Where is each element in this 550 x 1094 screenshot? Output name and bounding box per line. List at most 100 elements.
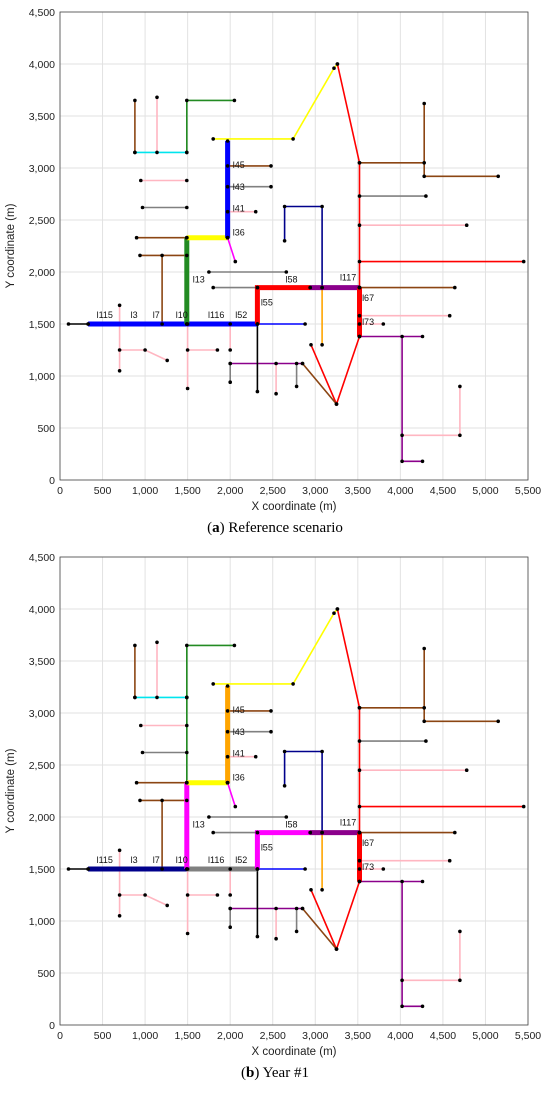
segment-label: l3 <box>131 855 138 865</box>
node-point <box>269 729 273 734</box>
node-point <box>228 322 232 326</box>
line-segment <box>213 63 339 140</box>
node-point <box>133 643 137 648</box>
node-point <box>308 830 313 835</box>
node-point <box>165 903 169 908</box>
node-point <box>294 906 299 911</box>
node-point <box>291 682 295 686</box>
node-point <box>400 334 404 339</box>
node-point <box>357 830 362 835</box>
node-point <box>496 174 501 179</box>
y-tick-label: 4,500 <box>29 7 55 19</box>
node-point <box>357 804 362 809</box>
node-point <box>211 830 215 835</box>
y-tick-label: 3,000 <box>29 163 55 175</box>
node-point <box>294 384 299 389</box>
node-point <box>291 137 295 141</box>
x-tick-label: 3,000 <box>302 485 328 497</box>
node-point <box>420 459 425 464</box>
nodes <box>66 62 526 464</box>
line-segment <box>213 608 339 685</box>
x-tick-label: 1,500 <box>174 485 200 497</box>
segment-label: l41 <box>233 749 245 759</box>
node-point <box>309 343 313 347</box>
node-point <box>155 640 159 645</box>
node-point <box>400 433 404 438</box>
node-point <box>185 643 189 648</box>
node-point <box>400 879 404 884</box>
node-point <box>185 348 190 352</box>
node-point <box>140 750 145 755</box>
node-point <box>185 178 189 183</box>
segment-label: l73 <box>362 862 374 872</box>
node-point <box>160 798 164 803</box>
node-point <box>357 867 362 871</box>
node-point <box>357 161 362 165</box>
line-segment <box>226 237 237 262</box>
chart-panel-a: 0 500 1,000 1,500 2,000 2,500 3,000 3,500 4,000 4… <box>0 0 550 540</box>
node-point <box>357 858 362 863</box>
segment-label: l73 <box>362 317 374 327</box>
node-point <box>185 723 189 728</box>
node-point <box>228 906 232 911</box>
node-point <box>143 348 147 352</box>
node-point <box>134 780 139 785</box>
segment-label: l45 <box>233 705 245 715</box>
node-point <box>400 1004 404 1009</box>
segment-label: l13 <box>193 819 205 829</box>
node-point <box>225 780 230 785</box>
node-point <box>320 285 324 290</box>
node-point <box>255 285 260 290</box>
x-tick-label: 3,000 <box>302 1030 328 1042</box>
caption-a: (a) Reference scenario <box>207 520 343 536</box>
y-tick-label: 2,500 <box>29 215 55 227</box>
node-point <box>420 334 425 339</box>
node-point <box>253 209 258 214</box>
node-point <box>422 719 427 724</box>
node-point <box>334 947 339 951</box>
node-point <box>228 925 232 929</box>
node-point <box>228 361 232 366</box>
node-point <box>117 369 122 373</box>
y-tick-label: 1,500 <box>29 864 55 876</box>
node-point <box>117 848 122 853</box>
node-point <box>233 804 238 809</box>
caption-b: (b) Year #1 <box>241 1065 309 1081</box>
node-point <box>332 66 336 70</box>
y-tick-label: 0 <box>49 1020 55 1032</box>
node-point <box>381 867 386 871</box>
node-point <box>282 204 287 209</box>
x-tick-label: 4,500 <box>430 1030 456 1042</box>
node-point <box>320 343 324 347</box>
x-axis-label: X coordinate (m) <box>251 1046 336 1058</box>
segment-label: l7 <box>153 855 160 865</box>
segment-label: l117 <box>340 272 356 282</box>
node-point <box>422 646 427 651</box>
node-point <box>228 893 232 897</box>
segment-label: l116 <box>208 855 224 865</box>
node-point <box>274 936 278 941</box>
node-point <box>284 815 289 819</box>
node-point <box>357 285 362 290</box>
node-point <box>160 867 164 871</box>
y-tick-label: 1,500 <box>29 319 55 331</box>
node-point <box>269 184 273 189</box>
x-tick-label: 0 <box>57 485 63 497</box>
node-point <box>133 150 137 155</box>
node-point <box>255 867 260 871</box>
node-point <box>138 253 142 258</box>
x-tick-label: 2,000 <box>217 485 243 497</box>
node-point <box>225 235 230 240</box>
segment-label: l41 <box>233 204 245 214</box>
caption-letter-b: b <box>246 1065 255 1081</box>
y-tick-label: 4,500 <box>29 552 55 564</box>
node-point <box>284 270 289 274</box>
node-point <box>308 285 313 290</box>
segment-label: l3 <box>131 310 138 320</box>
node-point <box>185 798 189 803</box>
node-point <box>133 98 137 103</box>
segment-label: l52 <box>235 855 247 865</box>
chart-panel-b: 0 500 1,000 1,500 2,000 2,500 3,000 3,500 4,000 4… <box>0 545 550 1085</box>
y-tick-label: 3,000 <box>29 708 55 720</box>
y-tick-label: 500 <box>37 423 55 435</box>
